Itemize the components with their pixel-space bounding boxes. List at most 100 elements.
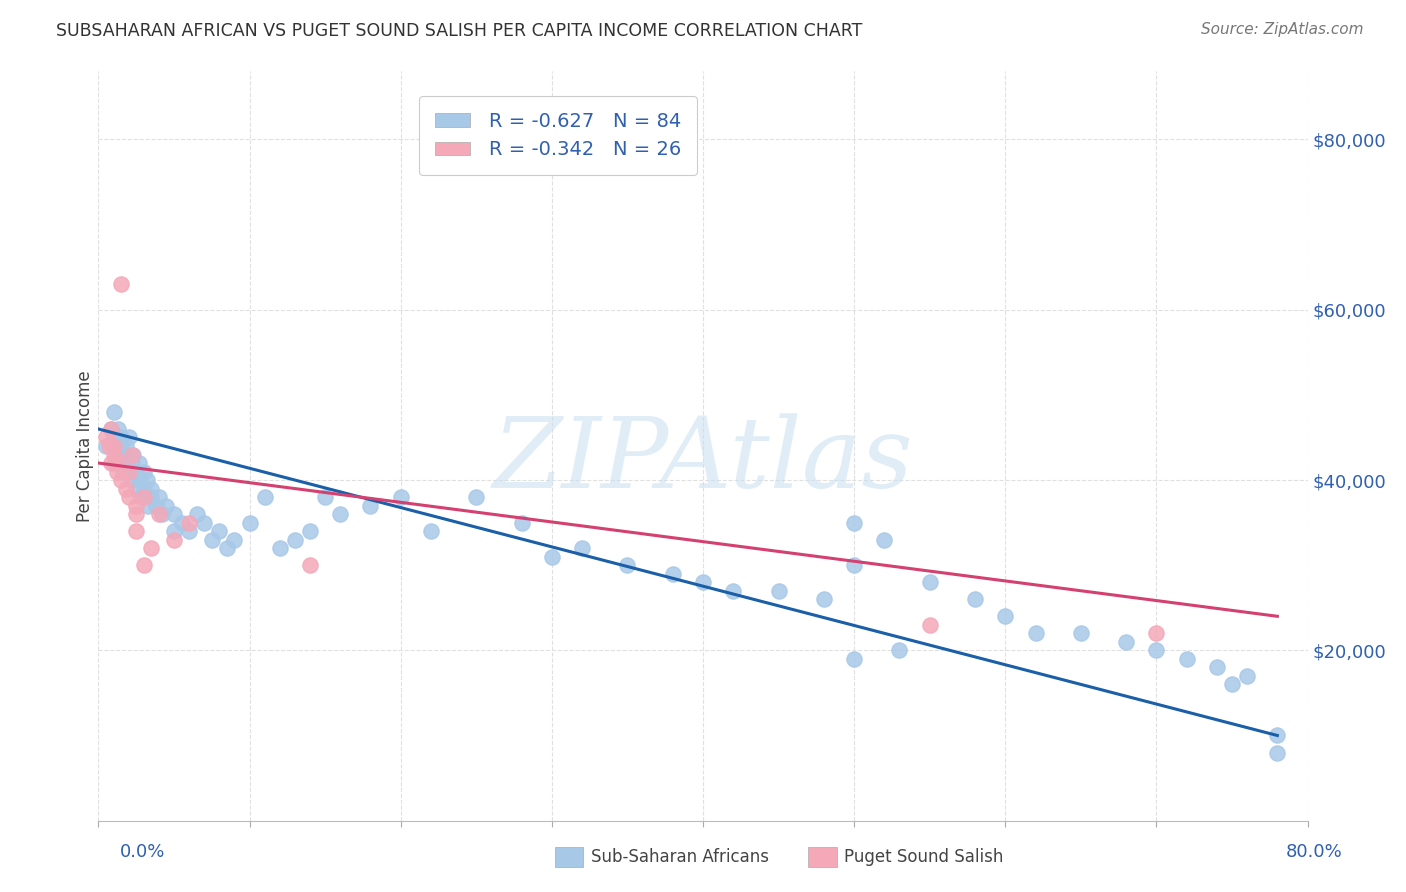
Point: [208, 524, 231, 538]
Point: [844, 652, 866, 666]
Point: [94, 439, 117, 453]
Point: [813, 592, 835, 607]
Point: [132, 482, 155, 496]
Point: [110, 277, 132, 292]
Point: [125, 482, 148, 496]
Point: [148, 490, 170, 504]
Point: [107, 422, 129, 436]
Text: Puget Sound Salish: Puget Sound Salish: [844, 848, 1002, 866]
Point: [103, 456, 125, 470]
Point: [616, 558, 638, 573]
Point: [329, 507, 352, 521]
Point: [284, 533, 307, 547]
Point: [889, 643, 911, 657]
Point: [299, 524, 322, 538]
Point: [253, 490, 276, 504]
Point: [1267, 729, 1289, 743]
Point: [844, 558, 866, 573]
Point: [1220, 677, 1243, 691]
Text: 0.0%: 0.0%: [120, 843, 165, 861]
Point: [118, 465, 141, 479]
Point: [125, 524, 148, 538]
Text: 80.0%: 80.0%: [1286, 843, 1343, 861]
Point: [114, 482, 136, 496]
Point: [136, 499, 159, 513]
Point: [135, 473, 157, 487]
Point: [163, 507, 186, 521]
Point: [132, 465, 155, 479]
Point: [215, 541, 238, 556]
Point: [118, 448, 141, 462]
Point: [100, 456, 122, 470]
Point: [1267, 746, 1289, 760]
Point: [193, 516, 215, 530]
Point: [965, 592, 987, 607]
Point: [661, 566, 683, 581]
Point: [98, 439, 121, 453]
Point: [692, 575, 714, 590]
Point: [121, 448, 143, 462]
Point: [110, 439, 132, 453]
Point: [105, 448, 128, 462]
Point: [155, 499, 177, 513]
Point: [94, 430, 117, 444]
Point: [465, 490, 488, 504]
Point: [125, 499, 148, 513]
Point: [389, 490, 412, 504]
Point: [103, 430, 125, 444]
Point: [111, 465, 134, 479]
Point: [121, 473, 143, 487]
Point: [132, 490, 155, 504]
Point: [1206, 660, 1229, 674]
Text: Source: ZipAtlas.com: Source: ZipAtlas.com: [1201, 22, 1364, 37]
Point: [100, 422, 122, 436]
Point: [128, 456, 150, 470]
Point: [103, 439, 125, 453]
Point: [571, 541, 593, 556]
Point: [141, 482, 163, 496]
Point: [170, 516, 193, 530]
Point: [110, 448, 132, 462]
Point: [114, 456, 136, 470]
Point: [125, 465, 148, 479]
Text: Sub-Saharan Africans: Sub-Saharan Africans: [591, 848, 769, 866]
Point: [1175, 652, 1198, 666]
Point: [141, 490, 163, 504]
Text: SUBSAHARAN AFRICAN VS PUGET SOUND SALISH PER CAPITA INCOME CORRELATION CHART: SUBSAHARAN AFRICAN VS PUGET SOUND SALISH…: [56, 22, 863, 40]
Point: [918, 617, 941, 632]
Point: [107, 456, 129, 470]
Point: [118, 490, 141, 504]
Point: [107, 451, 129, 466]
Point: [125, 507, 148, 521]
Point: [768, 583, 790, 598]
Point: [110, 473, 132, 487]
Point: [179, 524, 201, 538]
Point: [299, 558, 322, 573]
Point: [510, 516, 533, 530]
Point: [105, 434, 128, 449]
Point: [103, 405, 125, 419]
Point: [145, 499, 167, 513]
Point: [1070, 626, 1092, 640]
Point: [540, 549, 562, 564]
Point: [121, 456, 143, 470]
Point: [150, 507, 173, 521]
Legend: R = -0.627   N = 84, R = -0.342   N = 26: R = -0.627 N = 84, R = -0.342 N = 26: [419, 96, 697, 175]
Point: [723, 583, 745, 598]
Point: [360, 499, 382, 513]
Text: ZIPAtlas: ZIPAtlas: [492, 413, 914, 508]
Point: [1144, 643, 1167, 657]
Point: [1024, 626, 1046, 640]
Point: [269, 541, 291, 556]
Point: [239, 516, 262, 530]
Point: [420, 524, 443, 538]
Point: [163, 533, 186, 547]
Point: [201, 533, 224, 547]
Point: [118, 465, 141, 479]
Point: [105, 465, 128, 479]
Point: [129, 490, 152, 504]
Point: [1115, 635, 1137, 649]
Point: [224, 533, 246, 547]
Point: [141, 541, 163, 556]
Y-axis label: Per Capita Income: Per Capita Income: [76, 370, 94, 522]
